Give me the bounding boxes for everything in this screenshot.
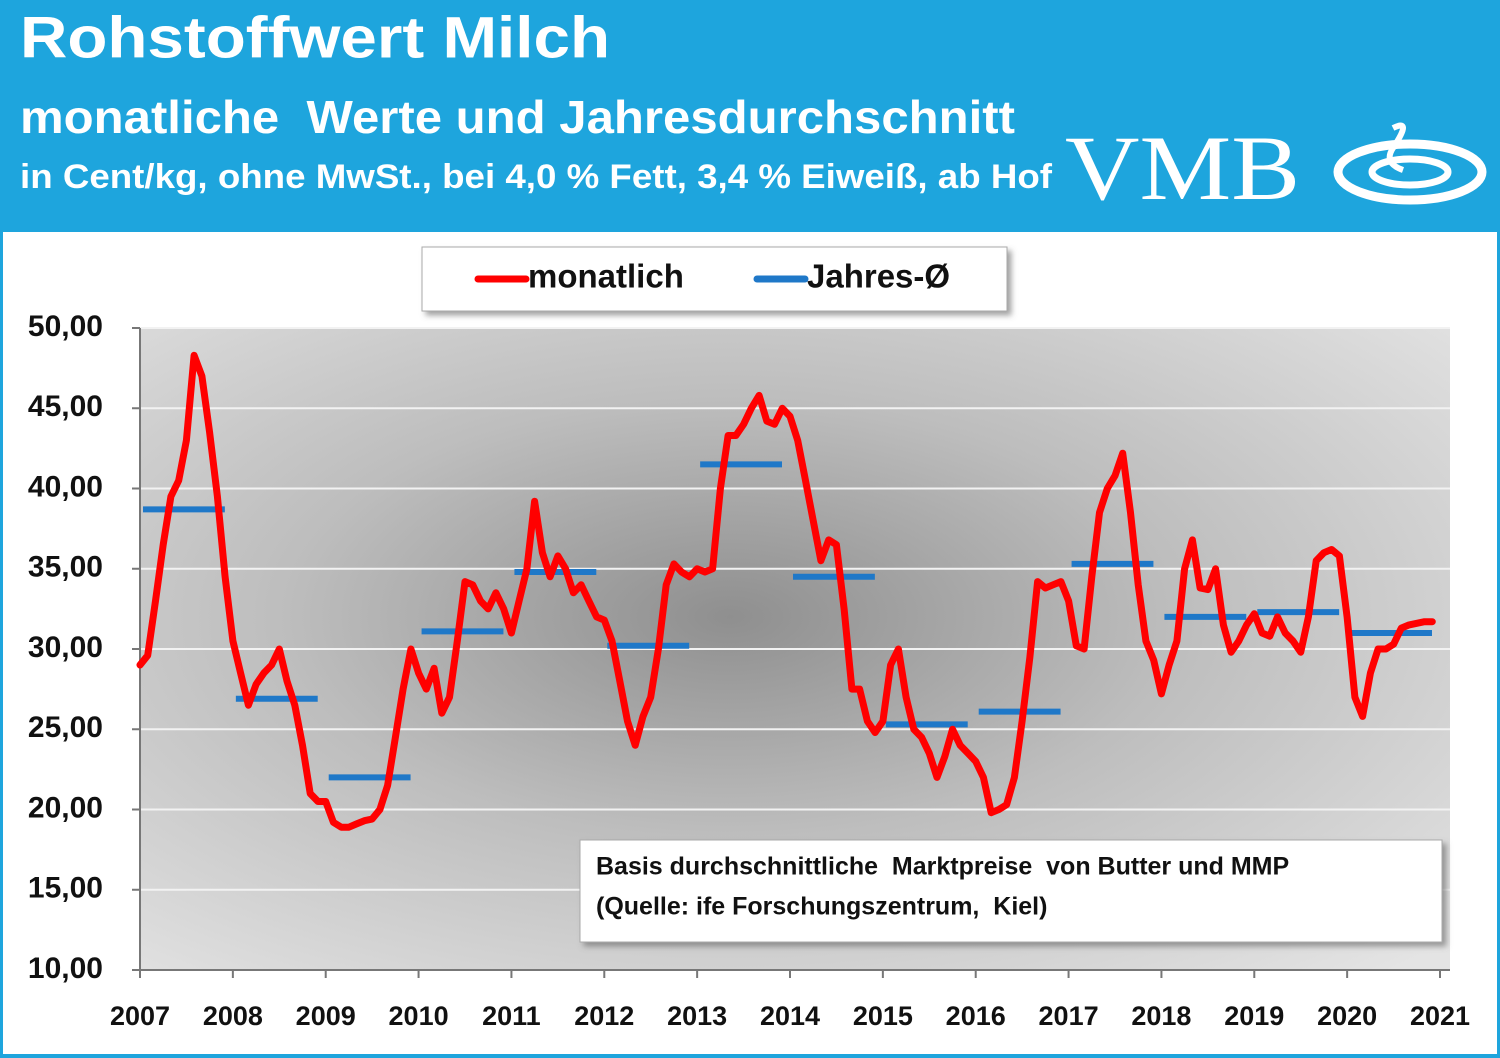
x-tick-label: 2016	[946, 1001, 1006, 1031]
monthly-line	[136, 351, 1436, 831]
subtitle: monatliche Werte und Jahresdurchschnitt	[20, 91, 1015, 143]
x-tick-label: 2012	[574, 1001, 634, 1031]
header-band	[0, 0, 1500, 212]
legend-label: monatlich	[528, 258, 684, 295]
y-tick-label: 50,00	[28, 310, 103, 343]
annotation-line: (Quelle: ife Forschungszentrum, Kiel)	[596, 893, 1047, 921]
x-tick-label: 2019	[1224, 1001, 1284, 1031]
y-tick-label: 40,00	[28, 470, 103, 503]
x-tick-label: 2017	[1039, 1001, 1099, 1031]
logo-icon	[1333, 122, 1487, 205]
logo-text: VMB	[1065, 117, 1300, 219]
legend-label: Jahres-Ø	[807, 258, 950, 295]
x-tick-label: 2015	[853, 1001, 913, 1031]
y-tick-label: 20,00	[28, 791, 103, 824]
annotation-box	[579, 839, 1443, 943]
x-tick-label: 2021	[1410, 1001, 1470, 1031]
x-tick-label: 2014	[760, 1001, 820, 1031]
y-tick-label: 25,00	[28, 711, 103, 744]
x-tick-label: 2020	[1317, 1001, 1377, 1031]
unit-note: in Cent/kg, ohne MwSt., bei 4,0 % Fett, …	[20, 158, 1053, 196]
x-tick-label: 2018	[1131, 1001, 1191, 1031]
x-tick-label: 2011	[482, 1001, 541, 1031]
x-tick-label: 2007	[110, 1001, 170, 1031]
x-tick-label: 2013	[667, 1001, 727, 1031]
x-tick-label: 2008	[203, 1001, 263, 1031]
y-tick-label: 10,00	[28, 952, 103, 985]
x-tick-label: 2009	[296, 1001, 356, 1031]
y-tick-label: 15,00	[28, 872, 103, 905]
annotation-line: Basis durchschnittliche Marktpreise von …	[596, 853, 1289, 881]
y-tick-label: 45,00	[28, 390, 103, 423]
x-tick-label: 2010	[389, 1001, 449, 1031]
y-tick-label: 30,00	[28, 631, 103, 664]
title: Rohstoffwert Milch	[20, 5, 610, 70]
y-tick-label: 35,00	[28, 551, 103, 584]
